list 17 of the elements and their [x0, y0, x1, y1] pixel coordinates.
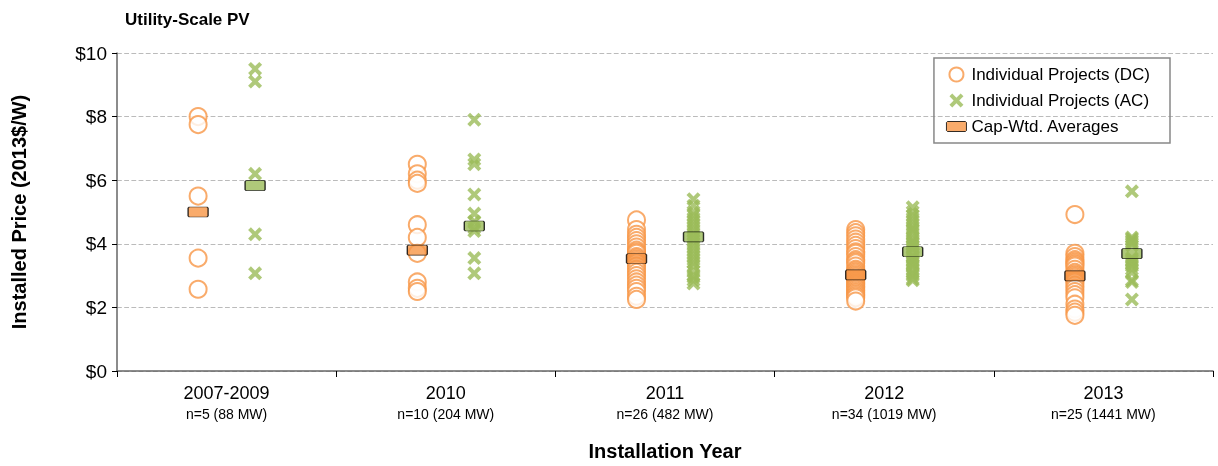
y-tick-label: $4	[85, 233, 108, 255]
x-tick-label: 2010 n=10 (204 MW)	[397, 383, 495, 422]
legend-label: Cap-Wtd. Averages	[971, 117, 1119, 136]
chart-title: Utility-Scale PV	[125, 10, 251, 29]
x-tick-label: 2012 n=34 (1019 MW)	[831, 383, 937, 422]
y-tick-label: $10	[75, 42, 107, 64]
x-tick-label: 2013 n=25 (1441 MW)	[1051, 383, 1156, 422]
legend-label: Individual Projects (DC)	[971, 65, 1150, 84]
y-tick-label: $2	[85, 296, 107, 318]
x-tick-label: 2007-2009 n=5 (88 MW)	[183, 383, 270, 422]
y-axis-title: Installed Price (2013$/W)	[8, 94, 30, 330]
y-tick-label: $8	[85, 106, 107, 128]
x-tick-label: 2011 n=26 (482 MW)	[616, 383, 714, 422]
y-tick-label: $6	[85, 169, 107, 191]
x-axis-title: Installation Year	[588, 440, 742, 462]
legend-label: Individual Projects (AC)	[971, 91, 1150, 110]
y-tick-label: $0	[85, 360, 107, 382]
